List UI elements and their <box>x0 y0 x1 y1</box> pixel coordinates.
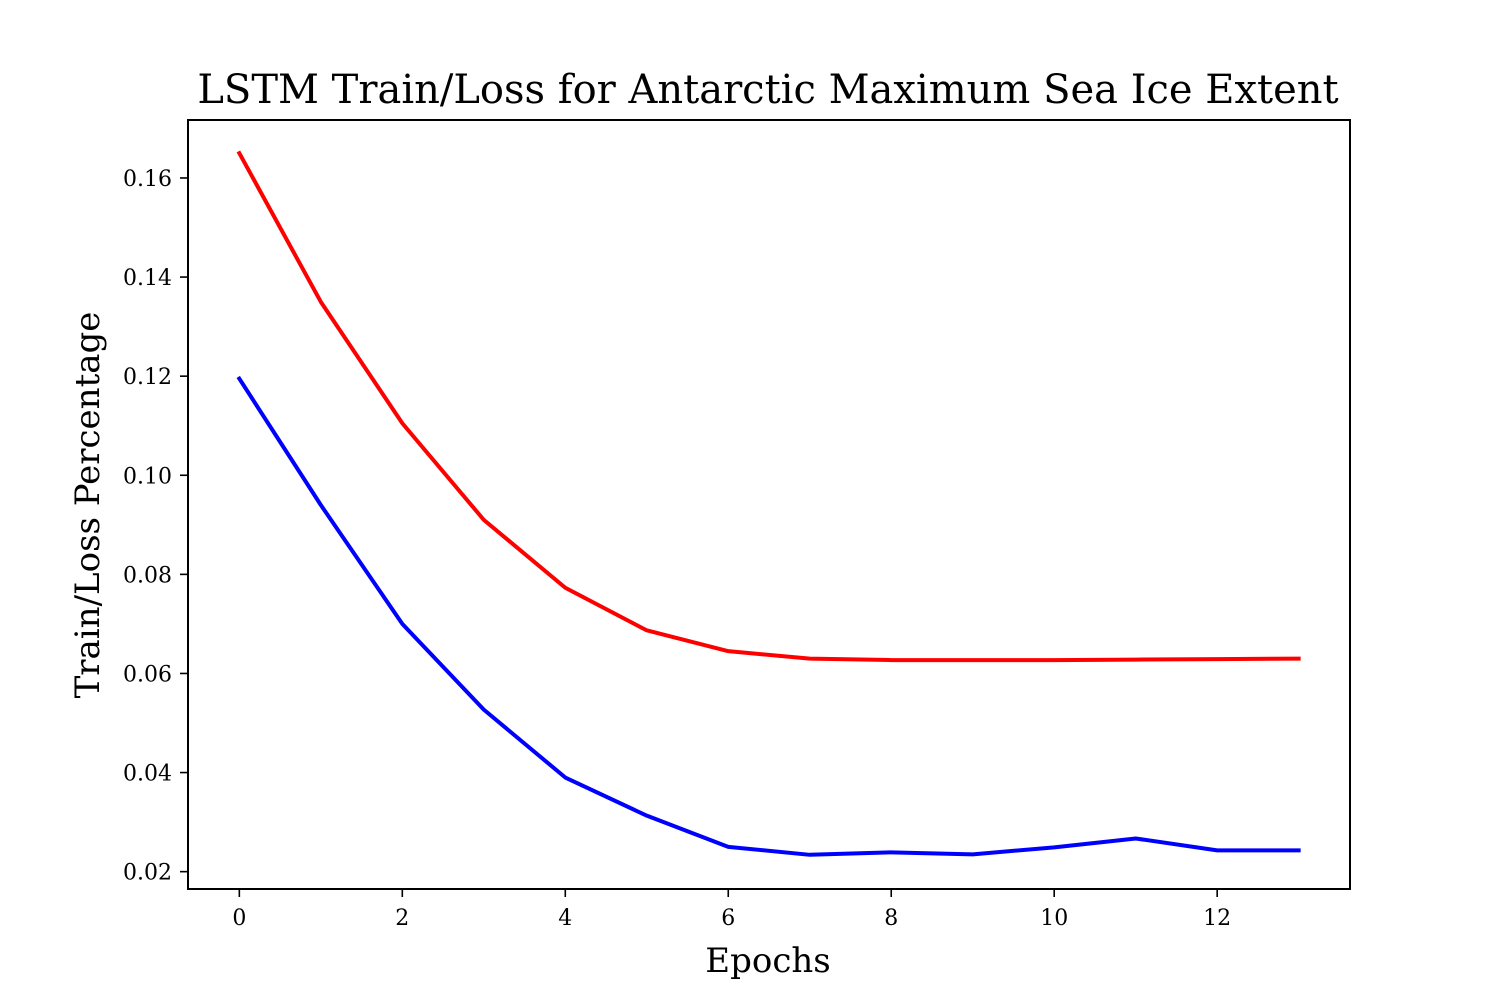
y-tick-label: 0.06 <box>123 662 172 687</box>
y-axis-label: Train/Loss Percentage <box>68 312 108 699</box>
y-tick-label: 0.04 <box>123 762 172 787</box>
y-tick-label: 0.14 <box>123 266 172 291</box>
y-tick-label: 0.16 <box>123 167 172 192</box>
y-axis: 0.02 0.04 0.06 0.08 0.10 0.12 0.14 0.16 <box>123 167 188 886</box>
y-tick-label: 0.02 <box>123 861 172 886</box>
x-tick-label: 8 <box>884 906 898 931</box>
y-tick-label: 0.12 <box>123 365 172 390</box>
series-layer <box>236 150 1301 857</box>
plot-frame <box>187 119 1351 890</box>
chart-title: LSTM Train/Loss for Antarctic Maximum Se… <box>197 67 1338 113</box>
x-tick-label: 10 <box>1040 906 1068 931</box>
x-tick-label: 6 <box>721 906 735 931</box>
x-tick-label: 2 <box>395 906 409 931</box>
x-tick-label: 12 <box>1203 906 1231 931</box>
plot-area <box>187 119 1351 890</box>
series-line-0 <box>236 150 1301 663</box>
y-tick-label: 0.10 <box>123 464 172 489</box>
x-tick-label: 4 <box>558 906 572 931</box>
x-tick-label: 0 <box>232 906 246 931</box>
x-axis: 0 2 4 6 8 10 12 <box>232 889 1231 931</box>
x-axis-label: Epochs <box>705 941 830 981</box>
series-line-1 <box>236 375 1301 857</box>
y-tick-label: 0.08 <box>123 563 172 588</box>
